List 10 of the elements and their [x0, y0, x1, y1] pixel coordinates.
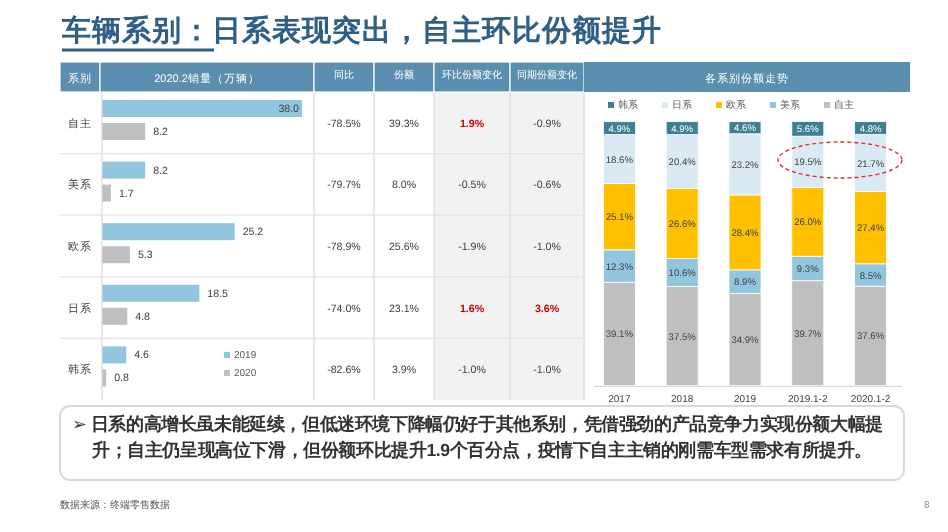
text: ➢ 日系的高增长虽未能延续，但低迷环境下降幅仍好于其他系别，凭借强劲的产品竞争力实现份额大幅提升；自主仍呈现高位下滑，但份额环比提升1.9个百分点，疫情下自主主销的刚需车型需求有所提升。 [70, 412, 885, 464]
bar [102, 346, 127, 364]
bar [102, 223, 235, 241]
bar [102, 123, 146, 140]
bar [102, 161, 146, 179]
text: 车辆系别：日系表现突出，自主环比份额提升 [60, 12, 662, 48]
bar [102, 284, 200, 302]
bar [102, 307, 128, 325]
bar [102, 246, 130, 264]
bar [102, 100, 302, 117]
